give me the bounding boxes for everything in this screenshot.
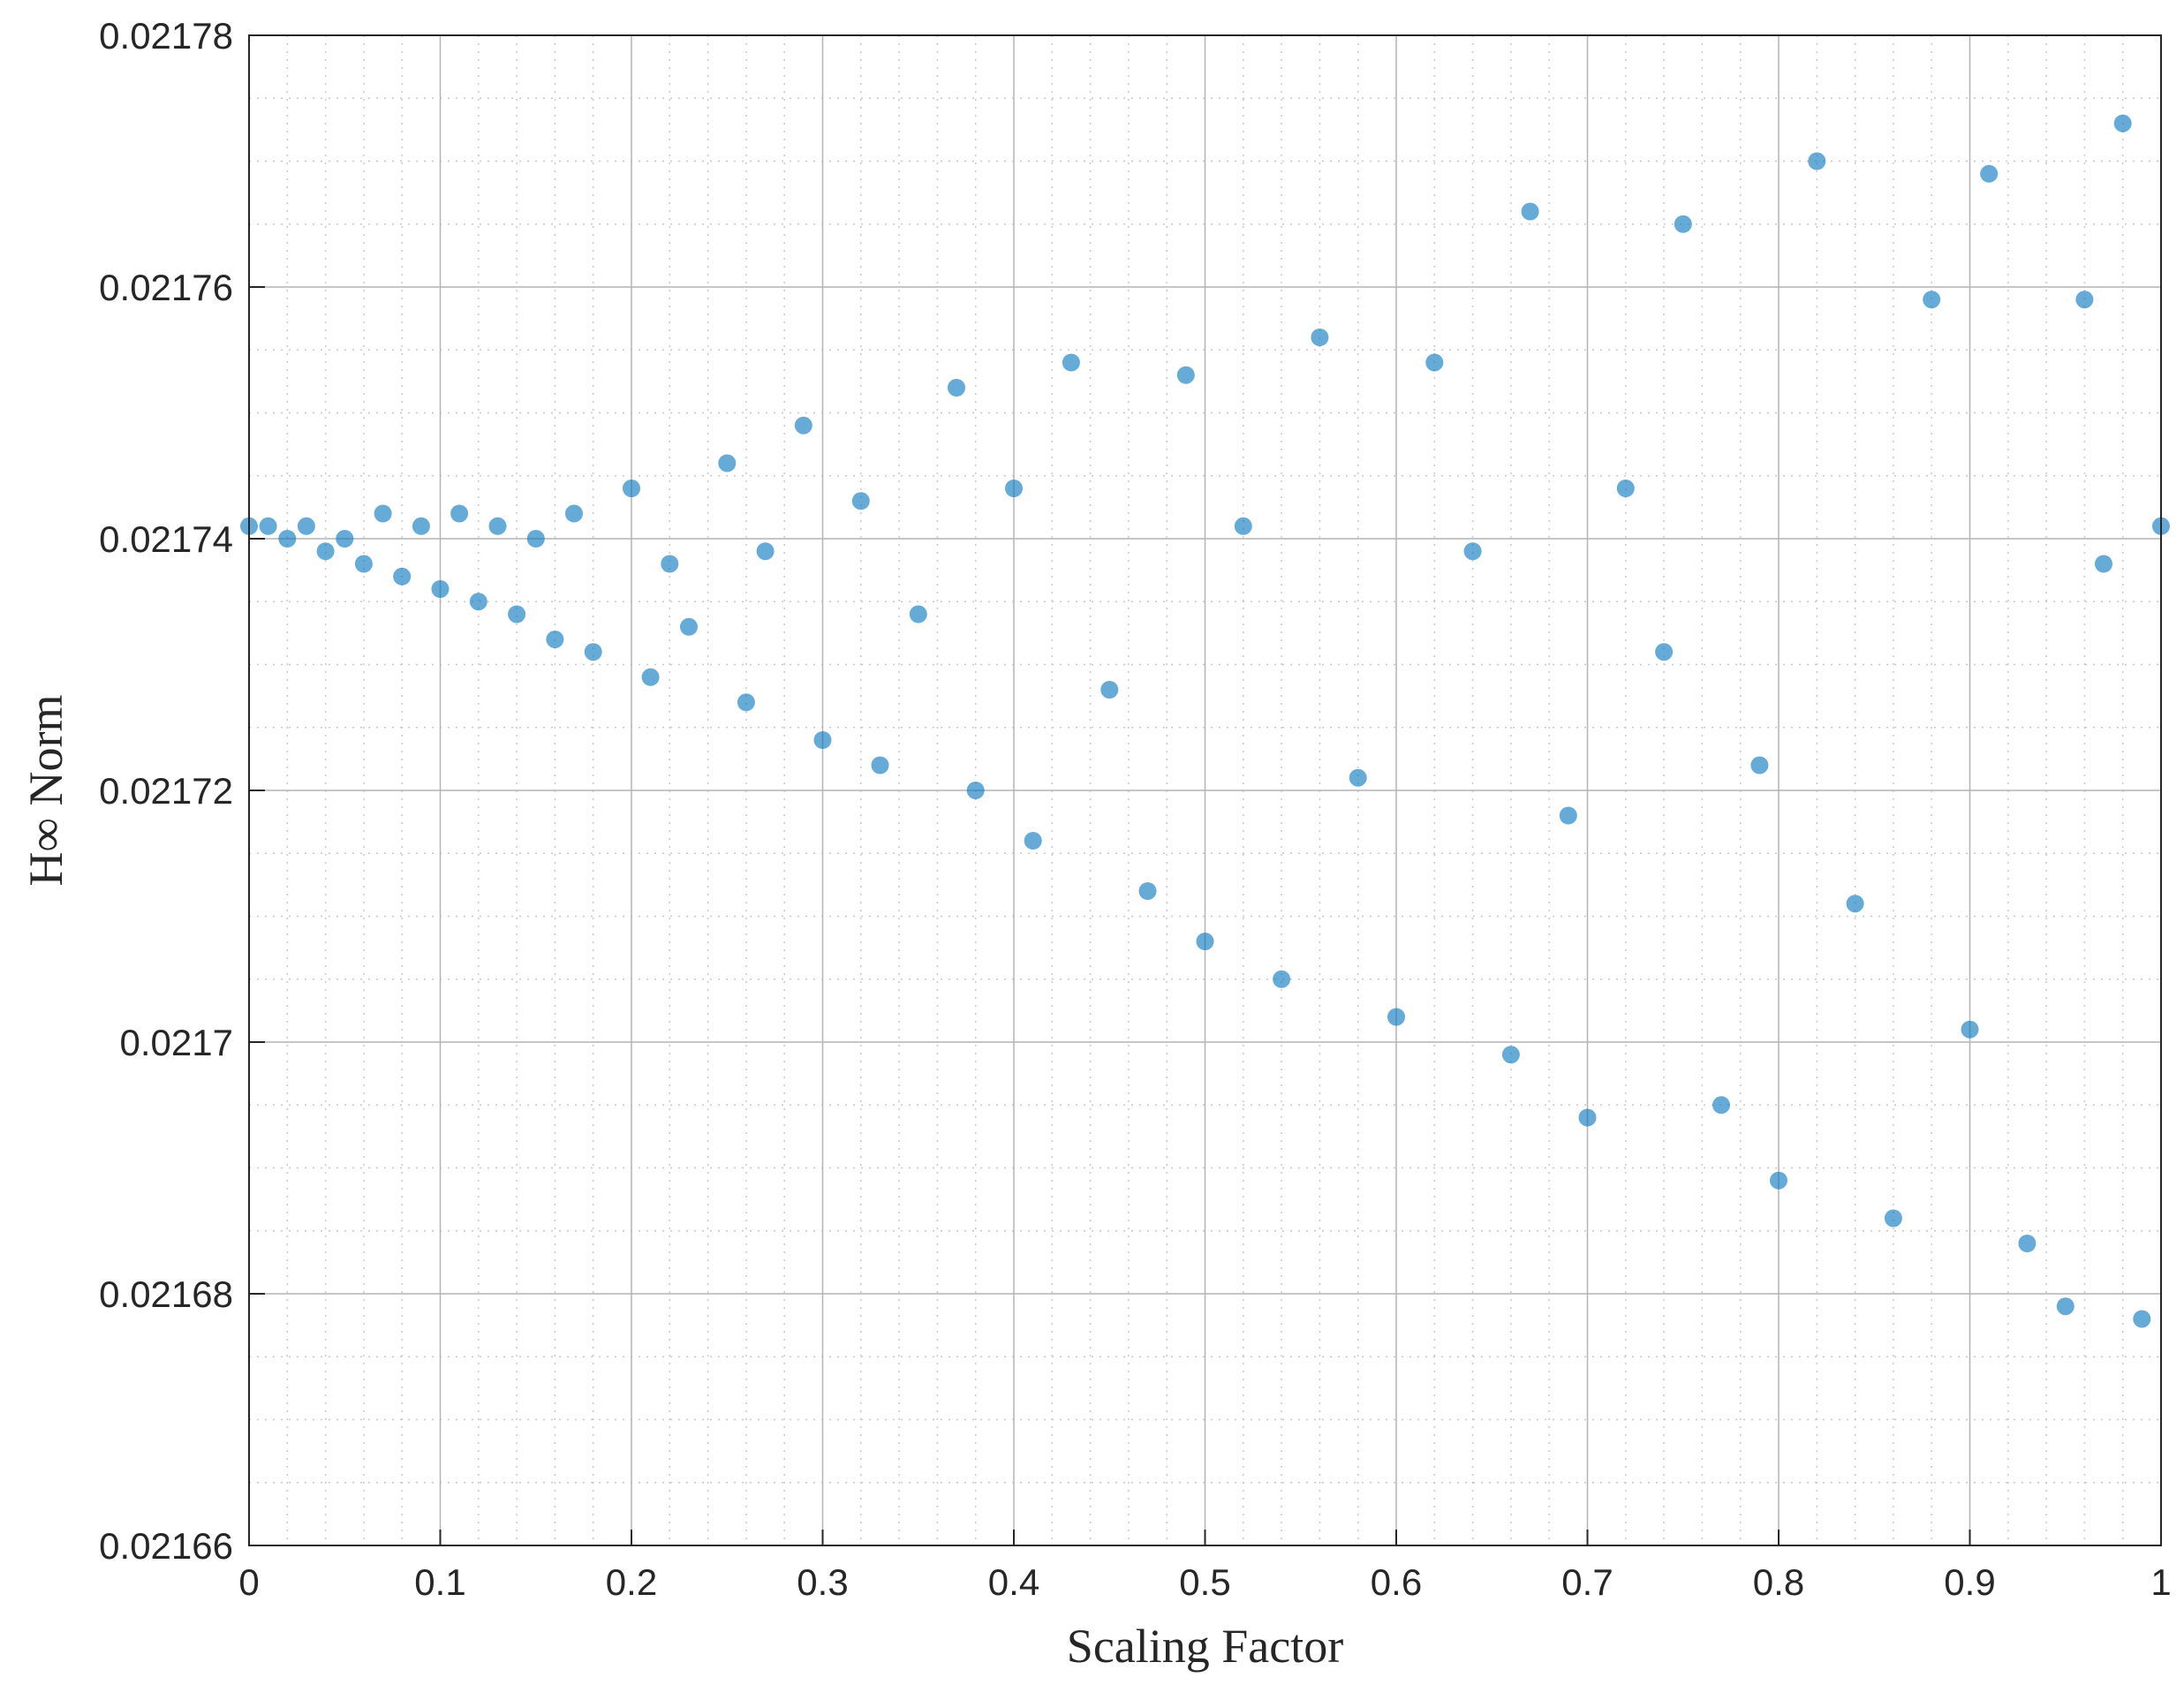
scatter-point	[1234, 517, 1252, 535]
scatter-point	[1176, 366, 1195, 384]
x-tick-label: 0.8	[1753, 1561, 1804, 1603]
scatter-point	[1808, 152, 1826, 170]
scatter-point	[966, 782, 985, 799]
scatter-point	[1750, 756, 1769, 774]
y-tick-label: 0.02168	[99, 1273, 233, 1315]
scatter-point	[1521, 202, 1539, 221]
scatter-point	[412, 517, 430, 535]
scatter-point	[393, 567, 412, 586]
x-tick-label: 0.1	[414, 1561, 465, 1603]
scatter-point	[508, 605, 526, 623]
scatter-point	[565, 504, 583, 523]
scatter-point	[450, 504, 469, 523]
scatter-point	[661, 555, 679, 573]
y-tick-label: 0.02174	[99, 518, 233, 560]
y-tick-labels: 0.02166 0.02168 0.0217 0.02172 0.02174 0.0217…	[99, 15, 233, 1567]
scatter-point	[756, 542, 775, 561]
scatter-point	[1387, 1008, 1405, 1026]
scatter-point	[259, 517, 277, 535]
scatter-point	[813, 731, 832, 749]
x-tick-label: 0.2	[606, 1561, 657, 1603]
x-tick-label: 0.5	[1179, 1561, 1230, 1603]
scatter-point	[680, 617, 698, 636]
scatter-point	[1884, 1209, 1902, 1228]
scatter-point	[2075, 291, 2094, 309]
scatter-point	[2133, 1310, 2151, 1328]
x-tick-label: 0.7	[1561, 1561, 1613, 1603]
scatter-point	[1846, 895, 1864, 913]
scatter-point	[1616, 480, 1635, 497]
x-tick-label: 0.9	[1944, 1561, 1995, 1603]
major-grid	[248, 34, 2162, 1546]
y-axis-title: H∞ Norm	[19, 695, 72, 887]
scatter-point	[1196, 933, 1214, 950]
scatter-point	[1559, 806, 1577, 825]
scatter-point	[374, 504, 392, 523]
scatter-point	[278, 530, 297, 548]
scatter-point	[297, 517, 315, 535]
x-tick-label: 0.3	[797, 1561, 848, 1603]
scatter-point	[354, 555, 373, 573]
scatter-point	[2113, 114, 2132, 132]
scatter-point	[1425, 353, 1444, 372]
x-axis-title: Scaling Factor	[1067, 1620, 1343, 1673]
scatter-point	[1770, 1171, 1787, 1190]
scatter-point	[2095, 555, 2112, 573]
scatter-point	[1501, 1046, 1520, 1064]
scatter-point	[623, 480, 640, 497]
scatter-point	[851, 492, 870, 510]
scatter-point	[1980, 164, 1999, 183]
scatter-point	[546, 631, 564, 648]
scatter-point	[641, 668, 660, 686]
y-tick-label: 0.0217	[120, 1022, 233, 1063]
y-tick-label: 0.02178	[99, 15, 233, 57]
x-tick-label: 0.4	[988, 1561, 1039, 1603]
scatter-point	[1961, 1020, 1979, 1039]
y-tick-label: 0.02172	[99, 770, 233, 812]
x-tick-label: 0	[238, 1561, 259, 1603]
x-tick-label: 1	[2150, 1561, 2171, 1603]
x-tick-label: 0.6	[1371, 1561, 1422, 1603]
scatter-point	[1005, 480, 1023, 497]
scatter-point	[431, 580, 450, 598]
scatter-point	[1674, 215, 1692, 233]
data-points	[240, 114, 2170, 1328]
scatter-point	[1655, 643, 1674, 661]
scatter-point	[909, 605, 927, 623]
scatter-point	[718, 454, 737, 472]
scatter-point	[488, 517, 507, 535]
scatter-point	[2018, 1235, 2037, 1252]
scatter-point	[336, 530, 354, 548]
scatter-point	[871, 756, 889, 774]
scatter-point	[1349, 768, 1367, 787]
scatter-point	[1100, 681, 1119, 699]
scatter-point	[1578, 1108, 1597, 1127]
scatter-point	[526, 530, 545, 548]
scatter-point	[584, 643, 602, 661]
scatter-point	[948, 379, 965, 397]
scatter-point	[316, 542, 335, 561]
scatter-point	[1062, 353, 1080, 372]
tick-marks	[248, 34, 2162, 1546]
scatter-point	[1273, 970, 1291, 988]
scatter-point	[1024, 832, 1042, 850]
scatter-point	[1138, 882, 1157, 900]
scatter-point	[469, 593, 487, 611]
scatter-point	[794, 416, 812, 434]
scatter-point	[1923, 291, 1941, 309]
scatter-point	[737, 693, 755, 712]
scatter-point	[1311, 329, 1329, 346]
y-tick-label: 0.02166	[99, 1525, 233, 1567]
x-tick-labels: 0 0.1 0.2 0.3 0.4 0.5 0.6 0.7 0.8 0.9 1	[238, 1561, 2171, 1603]
y-tick-label: 0.02176	[99, 267, 233, 308]
scatter-point	[1463, 542, 1482, 561]
scatter-point	[1712, 1096, 1730, 1115]
scatter-point	[2056, 1297, 2074, 1316]
